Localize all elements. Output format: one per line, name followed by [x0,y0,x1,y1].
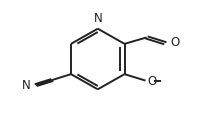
Text: N: N [22,79,31,92]
Text: N: N [93,12,102,25]
Text: O: O [147,75,157,88]
Text: O: O [170,36,179,49]
